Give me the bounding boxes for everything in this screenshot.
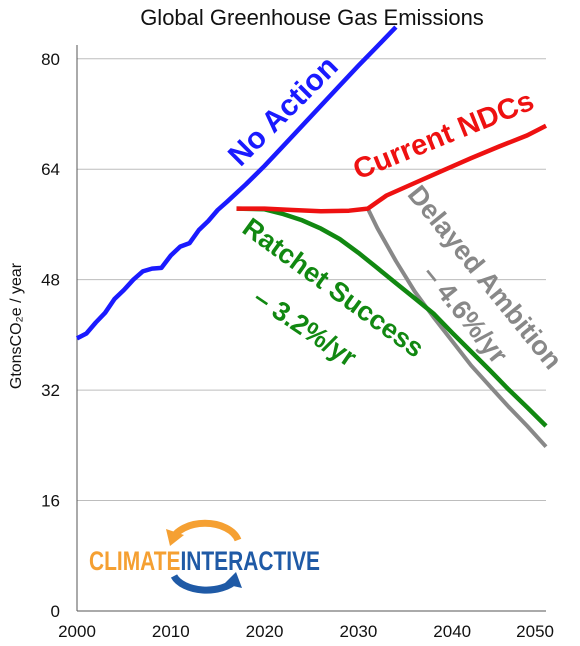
series-line-3 <box>366 207 548 449</box>
x-tick-label-5: 2050 <box>516 622 554 641</box>
x-tick-label-4: 2040 <box>433 622 471 641</box>
series-lines <box>75 25 548 449</box>
y-axis-label: GtonsCO₂e / year <box>8 262 25 389</box>
series-line-2 <box>236 206 548 428</box>
y-tick-label-5: 80 <box>41 50 60 69</box>
series-line-1 <box>236 123 548 214</box>
logo-orange-arrow-icon <box>168 519 242 542</box>
x-tick-labels: 2000 2010 2020 2030 2040 2050 <box>58 622 554 641</box>
y-tick-label-2: 32 <box>41 381 60 400</box>
climate-interactive-logo: CLIMATEINTERACTIVE <box>89 519 320 594</box>
logo-blue-arrowhead-icon <box>224 572 242 588</box>
y-tick-label-4: 64 <box>41 160 60 179</box>
logo-orange-arrowhead-icon <box>166 529 184 546</box>
gridlines <box>77 58 546 502</box>
series-annotation-0: No Action <box>222 50 345 173</box>
y-tick-label-1: 16 <box>41 492 60 511</box>
y-tick-label-0: 0 <box>51 602 60 621</box>
logo-text-climate: CLIMATE <box>89 546 180 576</box>
y-tick-labels: 0 16 32 48 64 80 <box>41 50 60 621</box>
x-tick-label-1: 2010 <box>152 622 190 641</box>
x-tick-label-2: 2020 <box>246 622 284 641</box>
logo-text-interactive: INTERACTIVE <box>180 546 320 576</box>
x-tick-label-0: 2000 <box>58 622 96 641</box>
y-tick-label-3: 48 <box>41 271 60 290</box>
logo-text: CLIMATEINTERACTIVE <box>89 546 320 576</box>
x-tick-label-3: 2030 <box>339 622 377 641</box>
axes <box>76 45 546 612</box>
series-line-0 <box>75 25 398 341</box>
chart-title: Global Greenhouse Gas Emissions <box>140 5 484 30</box>
